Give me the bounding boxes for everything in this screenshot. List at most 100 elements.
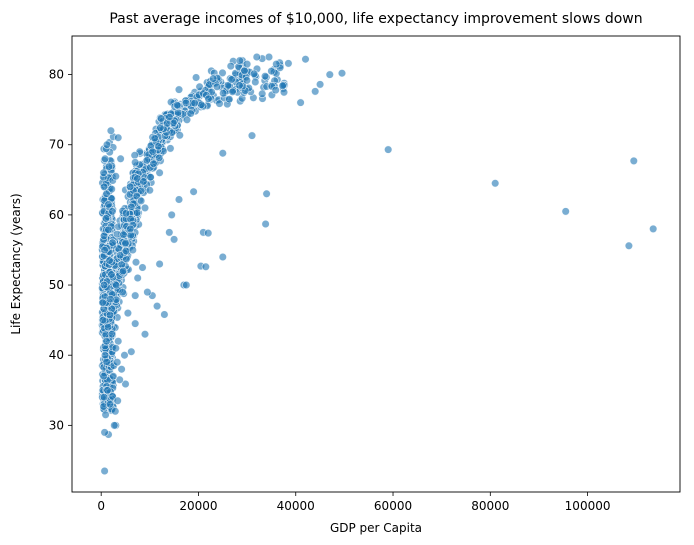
data-point xyxy=(139,177,148,186)
data-point xyxy=(102,337,111,346)
data-point xyxy=(271,85,280,95)
data-point xyxy=(101,214,111,223)
data-point xyxy=(101,410,110,419)
data-point xyxy=(99,280,109,290)
data-point xyxy=(120,351,129,360)
data-point xyxy=(225,95,234,104)
data-point xyxy=(127,202,136,211)
data-point xyxy=(121,379,130,389)
y-tick-label: 50 xyxy=(49,278,64,292)
data-point xyxy=(337,69,347,78)
data-point xyxy=(316,80,325,89)
data-point xyxy=(133,273,142,283)
data-point xyxy=(226,61,235,71)
data-point xyxy=(182,280,191,290)
data-point xyxy=(98,316,108,325)
data-point xyxy=(110,421,119,430)
data-point xyxy=(107,330,116,339)
data-point xyxy=(204,229,213,238)
data-point xyxy=(104,162,114,171)
data-point xyxy=(102,140,112,149)
data-point xyxy=(143,288,152,297)
data-point xyxy=(113,358,122,367)
chart-title: Past average incomes of $10,000, life ex… xyxy=(109,11,642,27)
data-point xyxy=(155,259,164,269)
data-point xyxy=(140,330,150,339)
data-point xyxy=(197,100,206,109)
data-point xyxy=(127,347,136,356)
data-point xyxy=(228,87,237,96)
data-point xyxy=(173,101,182,110)
data-point xyxy=(107,185,116,194)
x-tick-label: 100000 xyxy=(565,499,611,513)
data-point xyxy=(121,209,131,218)
data-point xyxy=(272,59,281,69)
y-tick-label: 60 xyxy=(49,208,64,222)
x-tick-label: 0 xyxy=(97,499,105,513)
data-point xyxy=(115,375,124,384)
data-point xyxy=(103,386,112,395)
data-point xyxy=(131,158,140,167)
data-point xyxy=(100,245,109,255)
data-point xyxy=(181,98,190,107)
data-point xyxy=(192,73,201,82)
data-point xyxy=(121,238,130,248)
data-point xyxy=(111,172,120,181)
data-point xyxy=(649,224,658,233)
data-point xyxy=(119,230,128,239)
data-point xyxy=(250,69,259,78)
data-point xyxy=(284,59,293,68)
data-point xyxy=(100,428,109,437)
data-point xyxy=(131,319,140,328)
data-point xyxy=(133,208,142,217)
x-axis: 0 20000 40000 60000 80000 100000 xyxy=(97,492,610,513)
data-point xyxy=(118,288,127,297)
plot-frame xyxy=(71,35,681,493)
data-point xyxy=(301,55,310,64)
data-point xyxy=(261,72,270,81)
y-tick-label: 80 xyxy=(49,68,64,82)
data-point xyxy=(311,87,320,96)
data-point xyxy=(104,225,113,234)
data-point xyxy=(121,247,131,256)
data-point xyxy=(108,238,117,247)
data-point xyxy=(153,302,162,311)
data-point xyxy=(165,228,174,237)
data-point xyxy=(149,159,158,168)
y-tick-label: 40 xyxy=(49,348,64,362)
data-point xyxy=(155,168,164,177)
data-point xyxy=(167,210,176,219)
data-point xyxy=(258,89,267,98)
data-point xyxy=(219,89,228,98)
data-point xyxy=(100,351,110,360)
data-point xyxy=(126,182,135,191)
data-point xyxy=(227,75,236,84)
data-point xyxy=(243,59,252,69)
data-point xyxy=(201,262,210,271)
data-point xyxy=(242,76,251,85)
data-point xyxy=(117,365,126,374)
data-point xyxy=(170,235,179,244)
data-point xyxy=(98,298,107,307)
data-point xyxy=(137,196,146,205)
data-points xyxy=(98,52,658,476)
y-axis: 30 40 50 60 70 80 xyxy=(49,68,72,432)
data-point xyxy=(142,156,151,165)
data-point xyxy=(247,131,257,140)
data-point xyxy=(106,295,115,304)
data-point xyxy=(157,114,166,123)
data-point xyxy=(102,357,111,367)
data-point xyxy=(109,372,118,381)
data-point xyxy=(106,126,115,135)
data-point xyxy=(114,337,123,346)
data-point xyxy=(624,241,634,250)
data-point xyxy=(100,466,109,476)
x-tick-label: 80000 xyxy=(471,499,509,513)
data-point xyxy=(267,66,276,76)
data-point xyxy=(131,291,140,300)
data-point xyxy=(156,123,165,132)
data-point xyxy=(105,400,114,409)
data-point xyxy=(262,189,271,198)
x-tick-label: 60000 xyxy=(374,499,412,513)
data-point xyxy=(278,81,287,90)
